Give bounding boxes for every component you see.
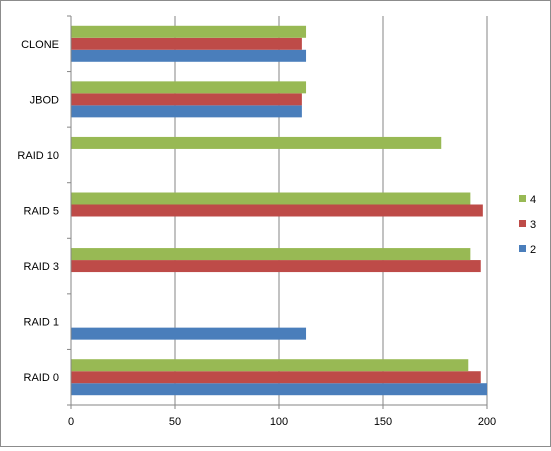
y-tick-label: RAID 1	[24, 317, 59, 329]
x-tick-label: 0	[68, 416, 74, 428]
x-tick-label: 200	[478, 416, 496, 428]
legend-label: 4	[530, 194, 536, 206]
bar	[71, 327, 307, 340]
bar	[71, 25, 307, 38]
x-tick-label: 50	[169, 416, 181, 428]
bar	[71, 105, 302, 118]
bar	[71, 359, 469, 372]
bar	[71, 37, 302, 50]
bar	[71, 383, 487, 396]
y-tick-label: CLONE	[21, 39, 59, 51]
bar	[71, 248, 471, 261]
y-tick-label: RAID 0	[24, 372, 59, 384]
legend-swatch	[519, 245, 526, 252]
y-tick-label: RAID 10	[17, 150, 59, 162]
y-tick-label: JBOD	[30, 94, 59, 106]
legend-label: 2	[530, 244, 536, 256]
bar	[71, 260, 481, 273]
x-tick-label: 100	[270, 416, 288, 428]
legend-label: 3	[530, 219, 536, 231]
legend-swatch	[519, 195, 526, 202]
x-tick-label: 150	[374, 416, 392, 428]
y-tick-label: RAID 5	[24, 206, 59, 218]
legend-swatch	[519, 220, 526, 227]
bar	[71, 93, 302, 106]
bar	[71, 192, 471, 205]
bar	[71, 204, 483, 217]
bar	[71, 49, 307, 62]
bar	[71, 136, 442, 149]
bar	[71, 371, 481, 384]
y-tick-label: RAID 3	[24, 261, 59, 273]
bar	[71, 81, 307, 94]
